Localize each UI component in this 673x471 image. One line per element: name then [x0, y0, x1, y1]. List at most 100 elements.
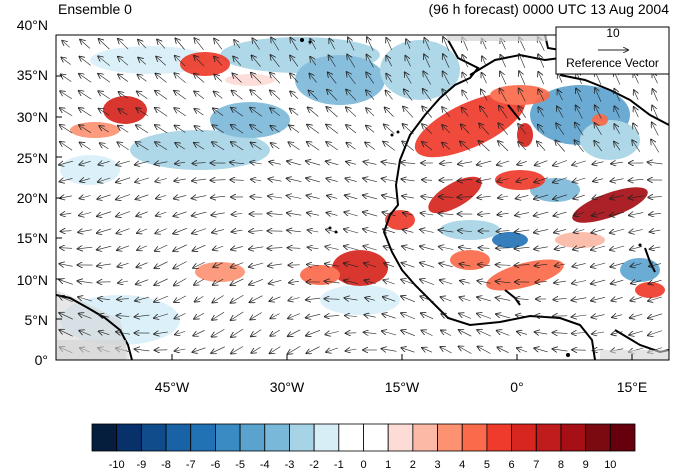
- wind-vector: [231, 108, 244, 117]
- wind-vector: [271, 126, 280, 133]
- wind-vector: [515, 247, 530, 249]
- wind-vector: [634, 90, 638, 100]
- wind-vector: [251, 346, 261, 353]
- wind-vector: [423, 89, 432, 102]
- wind-vector: [344, 229, 359, 234]
- wind-vector: [440, 162, 452, 163]
- wind-vector: [116, 160, 130, 165]
- wind-vector: [421, 313, 434, 320]
- wind-vector: [648, 313, 663, 318]
- wind-vector: [98, 178, 111, 182]
- lon-ticks: [171, 354, 633, 360]
- wind-vector: [386, 38, 392, 51]
- wind-vector: [230, 180, 244, 181]
- wind-vector: [290, 38, 298, 51]
- wind-vector: [462, 73, 468, 84]
- colorbar-tick-label: 3: [434, 459, 441, 471]
- wind-vector: [462, 55, 468, 68]
- wind-vector: [345, 195, 358, 199]
- wind-vector: [329, 55, 336, 67]
- wind-vector: [194, 278, 205, 285]
- wind-vector: [515, 265, 530, 266]
- wind-vector: [593, 195, 604, 198]
- wind-vector: [535, 332, 548, 334]
- wind-vector: [477, 161, 492, 165]
- wind-vector: [135, 297, 149, 301]
- wind-vector: [98, 91, 110, 100]
- wind-vector: [213, 108, 224, 116]
- wind-vector: [289, 125, 300, 133]
- wind-vector: [364, 263, 377, 267]
- wind-vector: [192, 179, 207, 181]
- wind-vector: [327, 90, 338, 101]
- wind-vector: [290, 91, 299, 99]
- wind-vector: [422, 142, 433, 151]
- wind-vector: [383, 297, 396, 302]
- wind-vector: [346, 162, 356, 165]
- wind-vector: [97, 228, 112, 233]
- wind-vector: [572, 315, 587, 317]
- wind-vector: [382, 331, 397, 336]
- wind-vector: [61, 213, 72, 215]
- wind-vector: [629, 179, 644, 180]
- wind-vector: [155, 142, 168, 151]
- wind-vector: [325, 247, 339, 250]
- wind-vector: [439, 247, 454, 250]
- wind-vector: [572, 160, 586, 165]
- wind-vector: [346, 349, 357, 351]
- wind-vector: [79, 213, 92, 216]
- wind-vector: [60, 125, 73, 134]
- wind-vector: [119, 92, 128, 99]
- colorbar-bin: [215, 423, 241, 452]
- colorbar-tick-label: 6: [508, 459, 515, 471]
- wind-vector: [573, 246, 586, 249]
- wind-vector: [287, 230, 301, 232]
- wind-vector: [192, 196, 207, 199]
- wind-vector: [306, 314, 321, 318]
- wind-vector: [422, 107, 433, 118]
- wind-vector: [537, 142, 546, 151]
- wind-vector: [211, 196, 226, 198]
- plot-title-right: (96 h forecast) 0000 UTC 13 Aug 2004: [428, 1, 669, 17]
- wind-vector: [610, 228, 625, 233]
- colorbar-tick-label: 7: [533, 459, 540, 471]
- wind-vector: [497, 213, 509, 215]
- wind-vector: [458, 179, 473, 181]
- lat-label-15n: 15°N: [16, 230, 48, 246]
- wind-vector: [157, 40, 166, 49]
- wind-vector: [424, 55, 431, 68]
- wind-vector: [59, 280, 73, 285]
- wind-vector: [461, 125, 470, 134]
- wind-vector: [402, 348, 415, 353]
- wind-vector: [192, 228, 207, 234]
- wind-vector: [629, 196, 644, 198]
- wind-vector: [611, 162, 623, 164]
- wind-vector: [382, 179, 397, 182]
- colorbar-tick-label: -9: [136, 459, 147, 471]
- wind-vector: [306, 298, 321, 300]
- wind-vector: [79, 125, 92, 134]
- wind-vector: [308, 108, 319, 117]
- wind-vector: [117, 245, 130, 250]
- wind-vector: [554, 229, 567, 232]
- wind-vector: [212, 142, 225, 151]
- wind-vector: [99, 126, 109, 133]
- wind-vector: [555, 141, 565, 152]
- colorbar-tick-label: 2: [409, 459, 416, 471]
- plot-title-left: Ensemble 0: [58, 1, 132, 17]
- wind-vector: [212, 329, 225, 336]
- wind-vector: [80, 179, 90, 182]
- wind-vector: [595, 88, 602, 103]
- wind-vector: [403, 213, 414, 215]
- wind-vector: [382, 349, 397, 352]
- colorbar-bin: [91, 423, 118, 452]
- colorbar-tick-label: -6: [210, 459, 221, 471]
- wind-vector: [325, 264, 340, 267]
- wind-vector: [610, 212, 625, 216]
- wind-vector: [59, 161, 73, 165]
- colorbar-bin: [313, 423, 340, 452]
- wind-vector: [79, 108, 92, 117]
- wind-vector: [268, 248, 283, 249]
- wind-vector: [652, 123, 659, 136]
- wind-vector: [98, 74, 111, 83]
